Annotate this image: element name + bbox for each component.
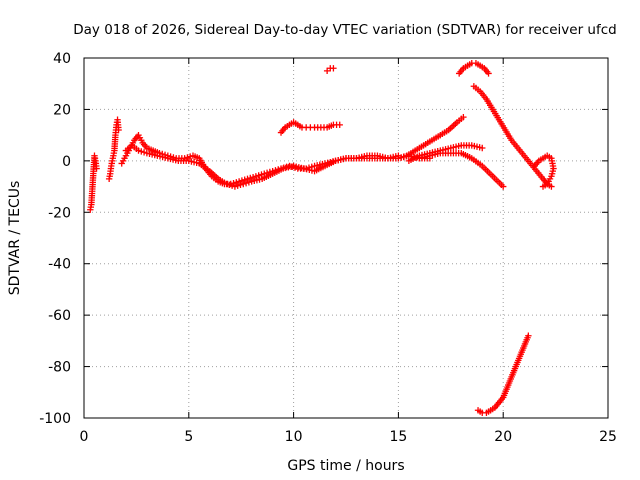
data-point-interp [234, 182, 241, 189]
x-tick-label: 0 [80, 429, 89, 445]
data-point [460, 113, 467, 121]
data-point-interp [400, 153, 408, 160]
data-point-interp [263, 169, 271, 177]
y-tick-label: -100 [39, 411, 71, 427]
data-point [330, 65, 337, 72]
data-point-interp [249, 173, 257, 181]
grid-lines [84, 58, 608, 418]
y-axis-label: SDTVAR / TECUs [7, 181, 23, 296]
chart-title: Day 018 of 2026, Sidereal Day-to-day VTE… [73, 22, 616, 38]
data-point-interp [138, 148, 145, 155]
data-point [223, 180, 230, 188]
y-tick-label: -80 [48, 360, 71, 376]
x-tick-label: 20 [494, 429, 512, 445]
x-axis-label: GPS time / hours [287, 458, 404, 474]
data-point-interp [184, 154, 191, 161]
data-point-interp [247, 174, 254, 182]
axis-ticks: 0 5 10 15 20 25 -100 -80 -60 -40 -20 0 20 40 [39, 51, 617, 445]
y-tick-label: 0 [62, 154, 71, 170]
x-tick-label: 15 [389, 429, 407, 445]
data-point-interp [140, 149, 148, 156]
data-points [87, 59, 557, 417]
data-point [395, 155, 402, 162]
data-point-interp [245, 179, 253, 186]
data-point-interp [255, 172, 262, 179]
data-point [240, 180, 247, 188]
data-point [336, 121, 343, 129]
y-tick-label: 40 [53, 51, 71, 67]
data-point-interp [241, 176, 248, 183]
data-point-interp [237, 181, 244, 189]
x-tick-label: 25 [599, 429, 617, 445]
data-point [479, 144, 486, 152]
data-point [115, 126, 122, 134]
data-point [235, 178, 243, 185]
data-point [244, 175, 251, 183]
x-tick-label: 5 [184, 429, 193, 445]
data-point [135, 147, 142, 154]
y-tick-label: -20 [48, 205, 71, 221]
data-point [252, 173, 260, 180]
data-point [485, 70, 492, 77]
data-point [539, 183, 547, 190]
data-point [231, 183, 239, 190]
data-point-interp [258, 171, 265, 178]
data-point [525, 332, 532, 339]
data-point [548, 183, 555, 190]
x-tick-label: 10 [285, 429, 303, 445]
data-point-interp [228, 182, 236, 189]
data-point-interp [238, 177, 246, 184]
data-point-interp [226, 181, 233, 189]
data-point [500, 183, 507, 190]
y-tick-label: -60 [48, 308, 71, 324]
data-point-interp [242, 179, 250, 187]
y-tick-label: -40 [48, 257, 71, 273]
data-point-interp [233, 179, 240, 186]
plot-frame [83, 57, 609, 419]
data-point-interp [397, 154, 405, 161]
data-point [93, 165, 100, 172]
y-tick-label: 20 [53, 102, 71, 118]
